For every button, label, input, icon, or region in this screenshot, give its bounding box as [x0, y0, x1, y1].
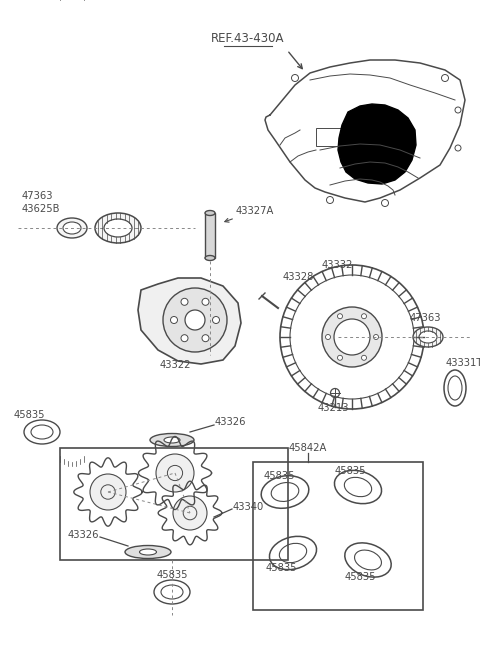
Text: 43322: 43322 [160, 360, 192, 370]
Circle shape [322, 307, 382, 367]
Text: 45835: 45835 [14, 410, 46, 420]
Text: REF.43-430A: REF.43-430A [211, 31, 285, 45]
Ellipse shape [104, 219, 132, 237]
Circle shape [181, 298, 188, 305]
Circle shape [337, 356, 343, 360]
Bar [205, 213, 215, 258]
Circle shape [170, 316, 178, 323]
Circle shape [173, 496, 207, 530]
Bar [60, 448, 288, 560]
Text: 45835: 45835 [266, 563, 298, 573]
Bar [253, 462, 423, 610]
Circle shape [361, 314, 367, 319]
Text: 45835: 45835 [264, 471, 296, 481]
Polygon shape [338, 104, 416, 184]
Text: 45835: 45835 [156, 570, 188, 580]
Ellipse shape [95, 213, 141, 243]
Circle shape [213, 316, 219, 323]
Ellipse shape [164, 437, 180, 443]
Text: 43332: 43332 [322, 260, 353, 270]
Circle shape [361, 356, 367, 360]
Text: 47363: 47363 [22, 191, 53, 201]
Text: 43213: 43213 [318, 403, 349, 413]
Text: 43326: 43326 [215, 417, 247, 427]
Ellipse shape [205, 255, 215, 260]
Circle shape [202, 298, 209, 305]
Circle shape [373, 335, 379, 340]
Circle shape [202, 335, 209, 342]
Circle shape [181, 335, 188, 342]
Text: 43327A: 43327A [236, 206, 275, 216]
Text: 43331T: 43331T [446, 358, 480, 368]
Text: 47363: 47363 [410, 313, 442, 323]
Circle shape [163, 288, 227, 352]
Ellipse shape [140, 549, 156, 555]
Ellipse shape [413, 327, 443, 347]
Text: 43328: 43328 [283, 272, 314, 282]
Circle shape [90, 474, 126, 510]
Text: 43625B: 43625B [22, 204, 60, 214]
Circle shape [337, 314, 343, 319]
Ellipse shape [57, 218, 87, 238]
Bar [316, 128, 344, 146]
Ellipse shape [125, 546, 171, 558]
Circle shape [156, 454, 194, 492]
Circle shape [185, 310, 205, 330]
Ellipse shape [63, 222, 81, 234]
Ellipse shape [419, 331, 437, 343]
Text: 45842A: 45842A [289, 443, 327, 453]
Polygon shape [138, 278, 241, 364]
Text: 45835: 45835 [345, 572, 376, 582]
Circle shape [334, 319, 370, 355]
Ellipse shape [150, 434, 194, 447]
Ellipse shape [205, 211, 215, 216]
Text: 45835: 45835 [335, 466, 367, 476]
Circle shape [325, 335, 331, 340]
Text: 43340: 43340 [233, 502, 264, 512]
Text: 43326: 43326 [68, 530, 99, 540]
